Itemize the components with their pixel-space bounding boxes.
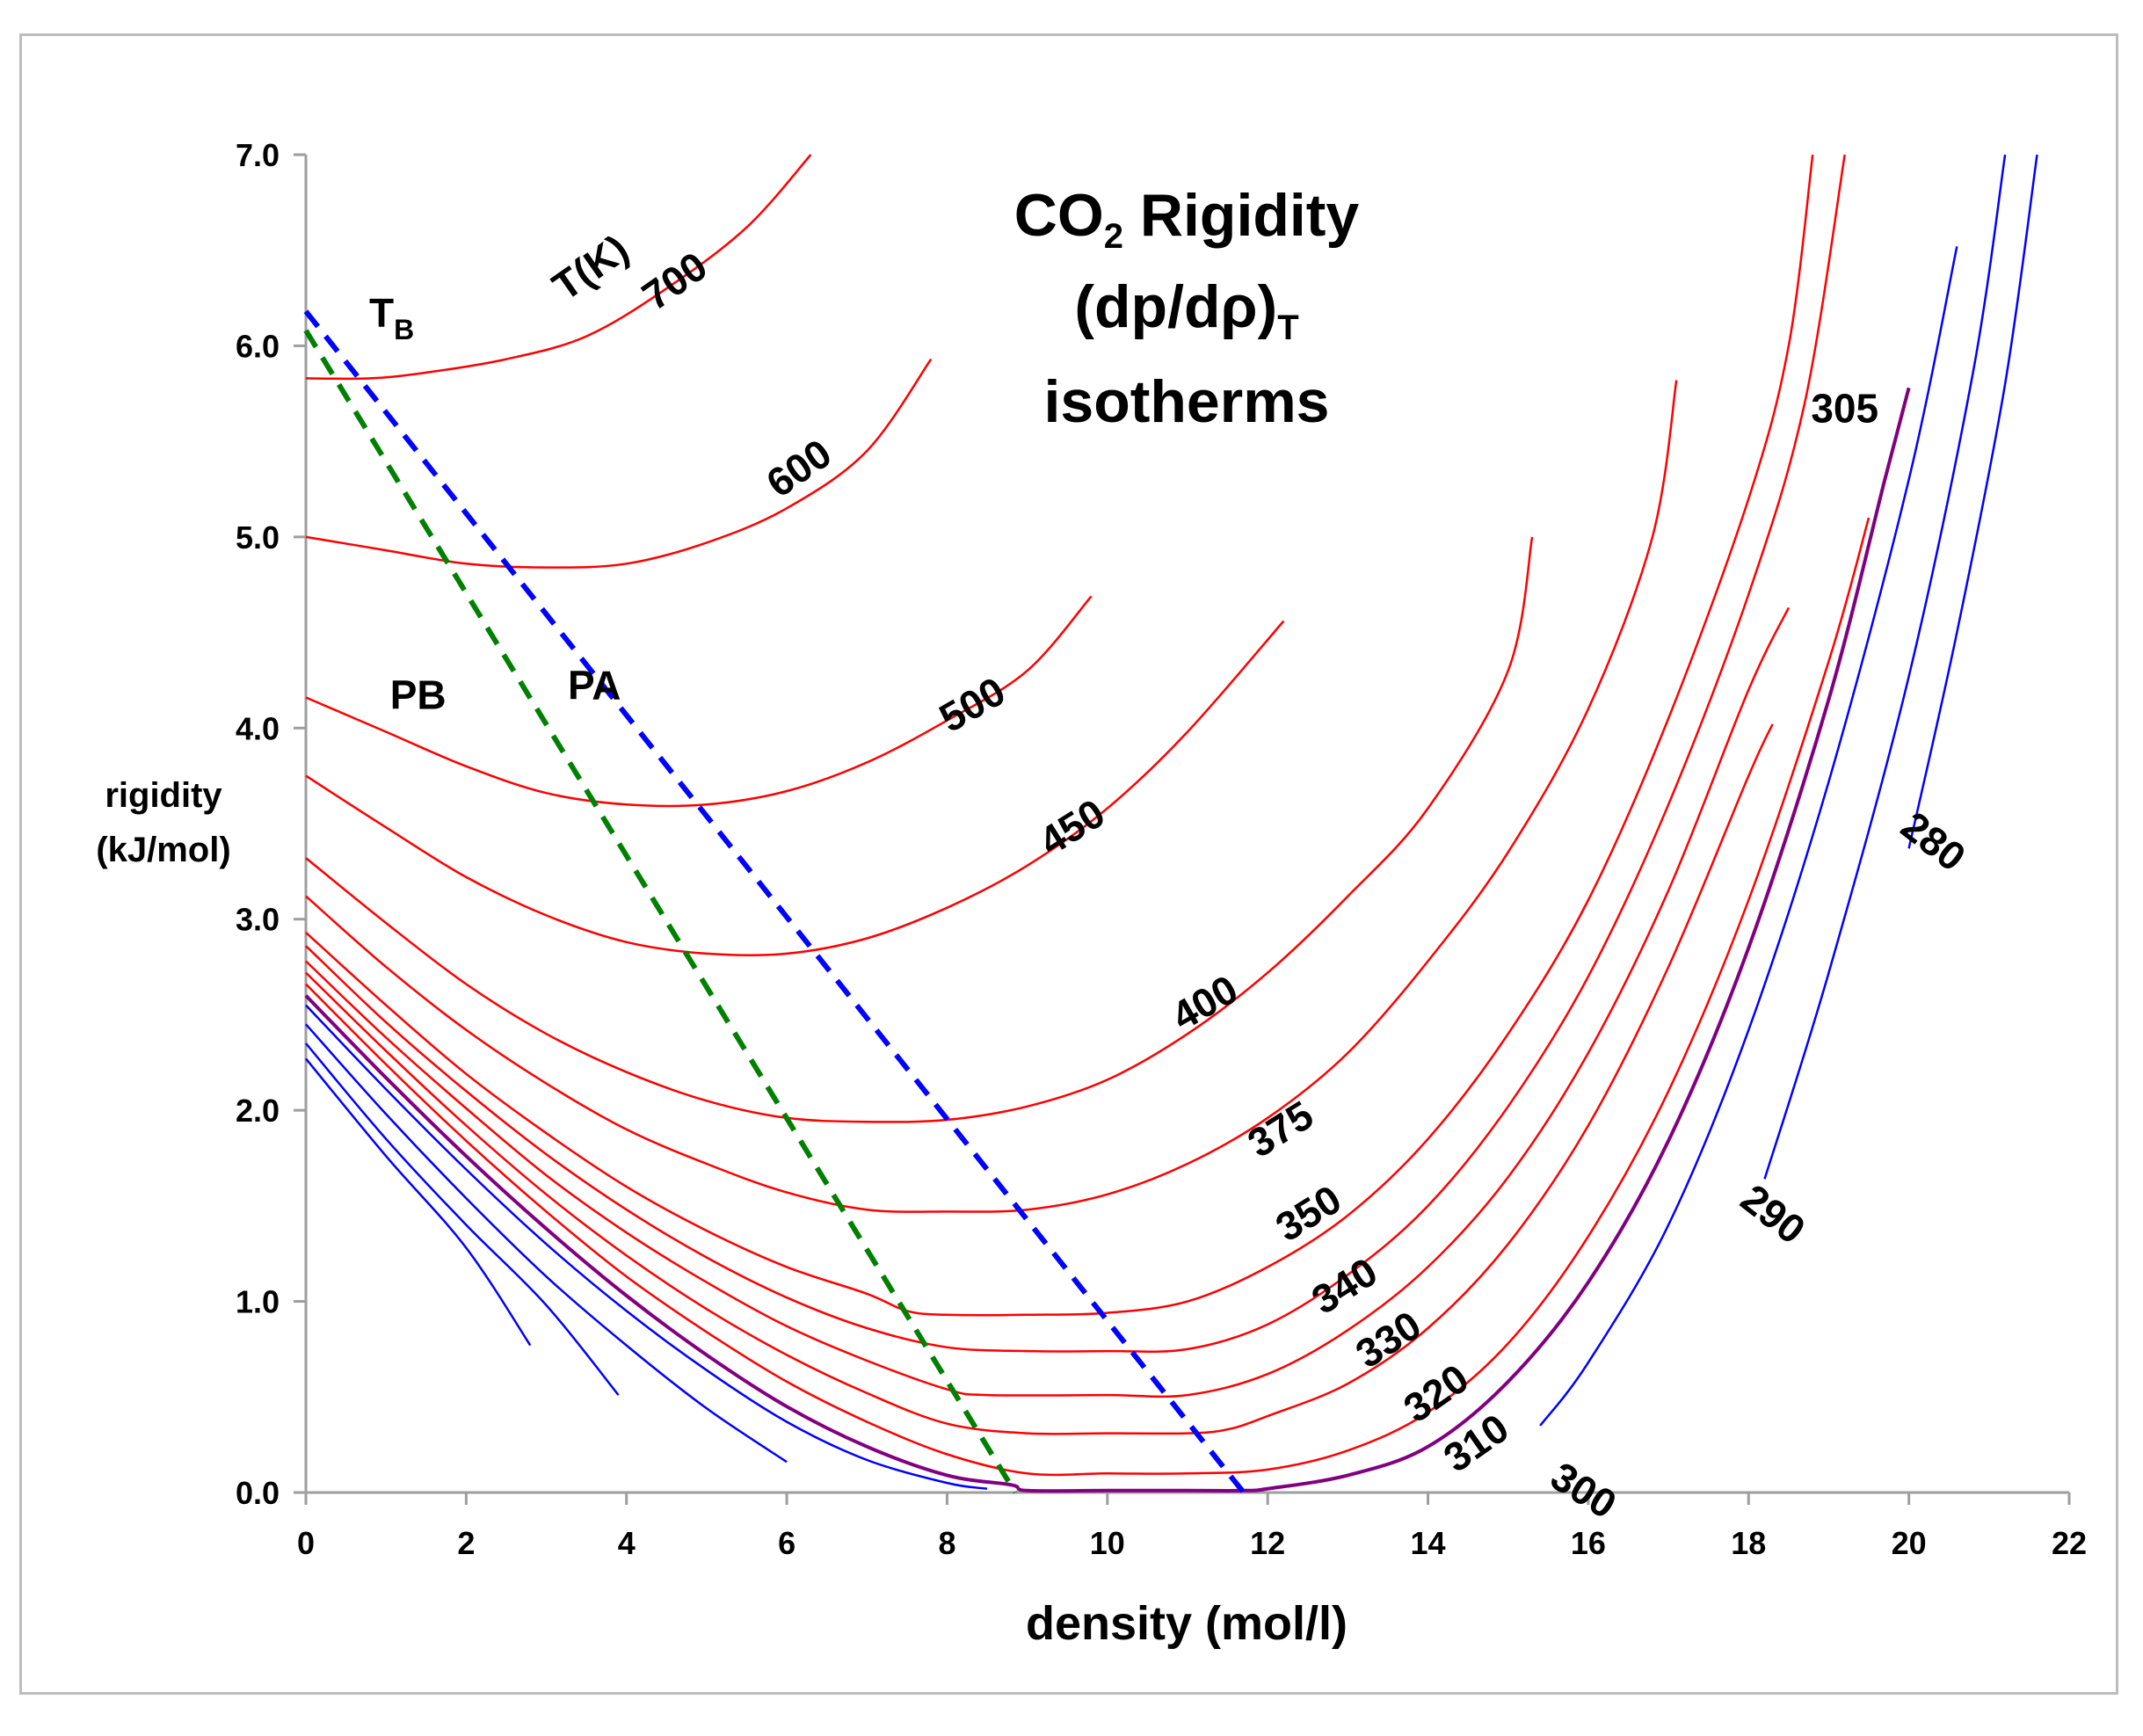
curve-label-300: 300 xyxy=(1543,1453,1624,1528)
curve-label-450: 450 xyxy=(1031,789,1113,864)
isotherm-375 xyxy=(305,380,1678,1213)
isotherm-400 xyxy=(305,536,1534,1123)
title-subscript-2: 2 xyxy=(1104,217,1123,256)
curve-label-700: 700 xyxy=(634,243,716,319)
ticks: 0 2 4 6 8 10 12 14 16 18 20 22 0.0 1.0 2.0 3.0 4.0 5.0 6.0… xyxy=(236,137,2087,1561)
curve-label-330: 330 xyxy=(1348,1302,1429,1376)
curve-label-600: 600 xyxy=(758,430,839,506)
y-tick-label: 4.0 xyxy=(236,710,280,746)
isotherm-320 xyxy=(305,723,1774,1435)
annotation-t-k-: T(K) xyxy=(544,226,636,309)
isotherm-330 xyxy=(305,607,1791,1398)
dashed-line-PB xyxy=(303,329,1018,1494)
curve-label-350: 350 xyxy=(1268,1176,1349,1251)
x-tick-label: 8 xyxy=(938,1525,955,1561)
y-tick-label: 0.0 xyxy=(236,1475,280,1511)
isotherm-700 xyxy=(305,154,812,381)
x-tick-label: 0 xyxy=(297,1525,315,1561)
tb-label: TB xyxy=(369,290,414,345)
x-tick-label: 18 xyxy=(1731,1525,1766,1561)
isotherm-350 xyxy=(305,154,1814,1317)
isotherm-310 xyxy=(305,517,1871,1477)
isotherm-300 xyxy=(1539,246,1958,1427)
x-tick-label: 10 xyxy=(1090,1525,1125,1561)
x-tick-label: 12 xyxy=(1250,1525,1285,1561)
x-tick-label: 6 xyxy=(778,1525,795,1561)
isotherm-450 xyxy=(305,620,1285,957)
y-axis-label-line2: (kJ/mol) xyxy=(96,831,230,869)
chart-title-line3: isotherms xyxy=(1044,368,1330,435)
isotherm-290-gas xyxy=(305,1023,788,1464)
y-tick-label: 7.0 xyxy=(236,137,280,173)
axes xyxy=(304,155,2069,1494)
tb-main: T xyxy=(369,290,394,336)
isotherm-500 xyxy=(305,595,1093,808)
isotherm-340 xyxy=(305,154,1846,1354)
y-tick-label: 2.0 xyxy=(236,1093,280,1129)
curve-label-400: 400 xyxy=(1164,966,1245,1039)
curve-label-375: 375 xyxy=(1239,1092,1321,1166)
curve-label-310: 310 xyxy=(1435,1405,1517,1481)
isotherm-280 xyxy=(1907,154,2038,849)
isotherm-300-gas xyxy=(305,1004,988,1490)
x-tick-label: 20 xyxy=(1892,1525,1927,1561)
y-tick-label: 6.0 xyxy=(236,328,280,364)
tb-subscript: B xyxy=(394,314,414,345)
title-derivative: (dp/dρ) xyxy=(1074,273,1277,340)
curve-label-500: 500 xyxy=(932,668,1013,741)
chart-title-line1: CO2 Rigidity xyxy=(1014,182,1360,256)
series-group xyxy=(304,154,2038,1493)
y-tick-label: 1.0 xyxy=(236,1284,280,1320)
x-tick-label: 16 xyxy=(1571,1525,1606,1561)
x-tick-label: 22 xyxy=(2052,1525,2087,1561)
chart-title-line2: (dp/dρ)T xyxy=(1074,273,1298,347)
isotherm-270-gas xyxy=(305,1057,532,1347)
isotherm-280-gas xyxy=(305,1042,620,1396)
x-tick-label: 4 xyxy=(618,1525,636,1561)
title-subscript-t: T xyxy=(1277,309,1298,347)
isotherm-305 xyxy=(304,387,1911,1493)
dashed-lines xyxy=(303,309,1246,1494)
title-co: CO xyxy=(1014,182,1104,249)
curve-label-305: 305 xyxy=(1811,385,1878,431)
curve-label-290: 290 xyxy=(1733,1175,1813,1253)
isotherm-600 xyxy=(305,358,933,569)
x-tick-label: 2 xyxy=(457,1525,475,1561)
x-axis-label: density (mol/l) xyxy=(1026,1597,1348,1650)
figure-frame xyxy=(19,33,2118,1695)
y-axis-label-line1: rigidity xyxy=(105,776,222,815)
annotation-pa: PA xyxy=(568,663,621,708)
isotherm-290 xyxy=(1763,154,2007,1180)
x-tick-label: 14 xyxy=(1411,1525,1446,1561)
curve-label-280: 280 xyxy=(1892,803,1973,880)
y-tick-label: 3.0 xyxy=(236,902,280,938)
y-tick-label: 5.0 xyxy=(236,519,280,556)
annotation-pb: PB xyxy=(390,672,447,718)
title-rigidity: Rigidity xyxy=(1123,182,1359,249)
